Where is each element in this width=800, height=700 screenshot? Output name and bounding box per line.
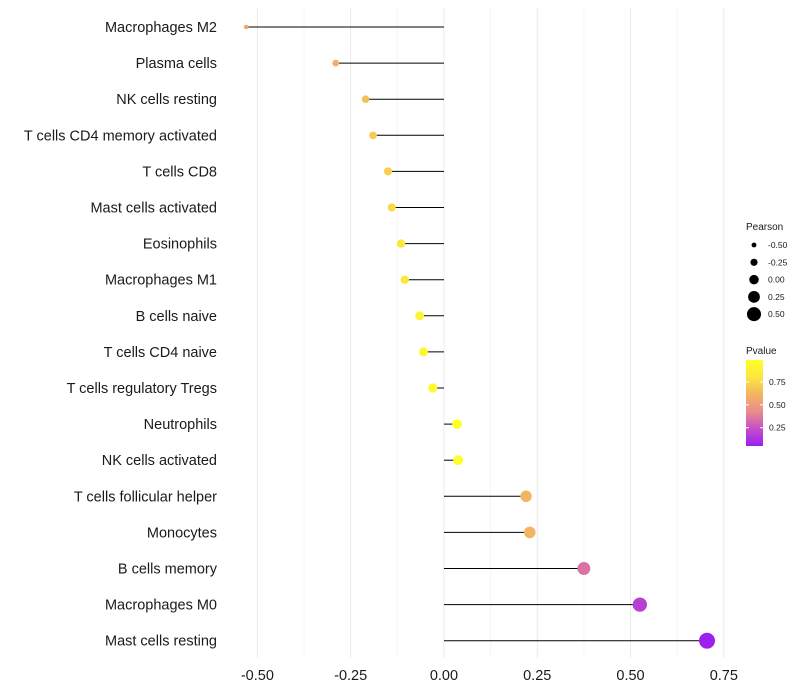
category-label: NK cells resting [116, 92, 217, 108]
pvalue-colorbar [746, 360, 763, 446]
category-label: T cells CD4 memory activated [24, 128, 217, 144]
category-label: Macrophages M0 [105, 598, 217, 614]
category-label: T cells regulatory Tregs [67, 381, 217, 397]
data-point [577, 562, 591, 575]
lollipop-dots [243, 24, 715, 649]
pearson-legend-title: Pearson [746, 222, 783, 233]
lollipop-stems [246, 26, 708, 642]
category-label: Mast cells resting [105, 634, 217, 650]
pearson-legend-dot [746, 307, 762, 322]
x-tick-label: 0.25 [523, 668, 551, 684]
category-label: Macrophages M1 [105, 273, 217, 289]
pearson-legend-label: -0.25 [768, 257, 788, 267]
pearson-legend-items: -0.50 -0.25 0.00 0.25 0.50 [746, 240, 788, 322]
data-point [523, 526, 536, 539]
pearson-legend-label: 0.50 [768, 309, 785, 319]
category-label: B cells naive [136, 309, 217, 325]
category-axis-labels: Macrophages M2 Plasma cells NK cells resti… [24, 20, 218, 650]
data-point [418, 347, 428, 357]
pearson-legend-label: 0.25 [768, 292, 785, 302]
data-point [400, 275, 410, 284]
pearson-legend-label: 0.00 [768, 275, 785, 285]
data-point [387, 203, 396, 212]
pvalue-tick-label: 0.75 [769, 377, 786, 387]
pvalue-legend-ticks: 0.25 0.50 0.75 [746, 377, 786, 433]
data-point [369, 131, 377, 140]
pvalue-tick-label: 0.50 [769, 400, 786, 410]
data-point [699, 632, 715, 649]
category-label: Mast cells activated [90, 201, 217, 217]
category-label: Plasma cells [136, 56, 217, 72]
x-tick-label: 0.50 [616, 668, 644, 684]
x-tick-label: 0.00 [430, 668, 458, 684]
data-point [243, 24, 249, 30]
data-point [453, 455, 464, 466]
category-label: NK cells activated [102, 453, 217, 469]
x-axis-tick-labels: -0.50 -0.25 0.00 0.25 0.50 0.75 [241, 668, 738, 684]
pearson-legend-dot [749, 274, 759, 285]
legend: Pearson -0.50 -0.25 0.00 0.25 0.50 Pvalue 0.… [746, 222, 788, 446]
data-point [632, 597, 647, 612]
data-point [452, 419, 462, 429]
data-point [520, 490, 532, 503]
category-label: Monocytes [147, 525, 217, 541]
data-point [396, 239, 406, 248]
pearson-legend-dot [748, 291, 760, 303]
x-tick-label: -0.50 [241, 668, 274, 684]
x-tick-label: -0.25 [334, 668, 367, 684]
category-label: B cells memory [118, 562, 218, 578]
x-tick-label: 0.75 [710, 668, 738, 684]
category-label: Eosinophils [143, 237, 217, 253]
pearson-legend-dot [751, 242, 757, 248]
pearson-legend-label: -0.50 [768, 240, 788, 250]
grid [256, 8, 725, 658]
category-label: T cells CD8 [142, 164, 217, 180]
category-label: T cells CD4 naive [104, 345, 217, 361]
pvalue-tick-label: 0.25 [769, 423, 786, 433]
data-point [428, 383, 438, 393]
data-point [332, 59, 340, 67]
data-point [361, 95, 370, 103]
category-label: T cells follicular helper [74, 489, 217, 505]
pvalue-legend-title: Pvalue [746, 346, 777, 357]
category-label: Neutrophils [144, 417, 217, 433]
category-label: Macrophages M2 [105, 20, 217, 36]
data-point [383, 167, 393, 176]
pearson-legend-dot [750, 258, 758, 266]
data-point [415, 311, 425, 321]
